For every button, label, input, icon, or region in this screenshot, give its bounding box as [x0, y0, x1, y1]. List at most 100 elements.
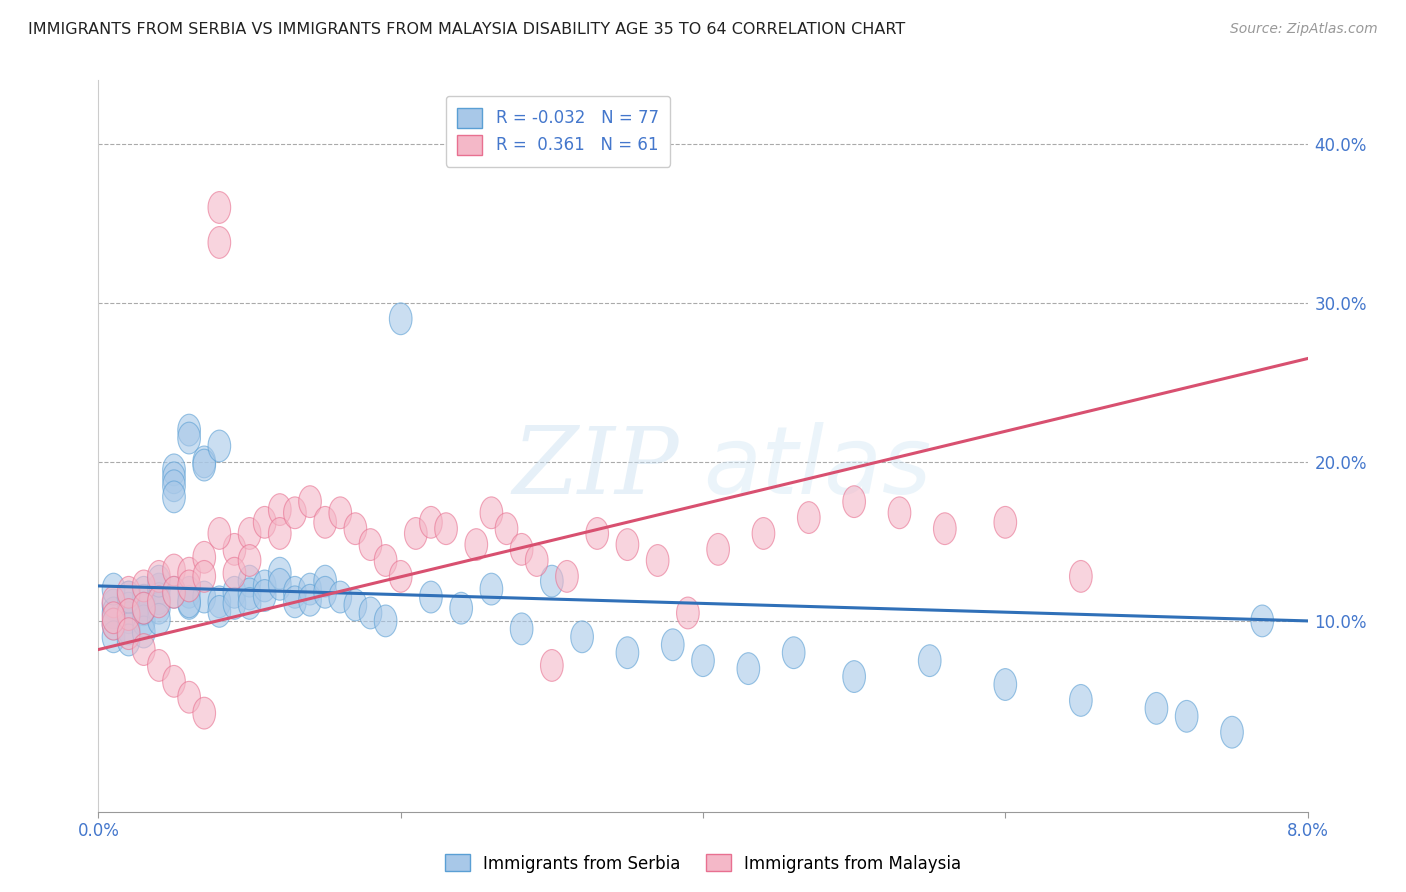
Text: IMMIGRANTS FROM SERBIA VS IMMIGRANTS FROM MALAYSIA DISABILITY AGE 35 TO 64 CORRE: IMMIGRANTS FROM SERBIA VS IMMIGRANTS FRO…	[28, 22, 905, 37]
Ellipse shape	[253, 570, 276, 602]
Ellipse shape	[163, 576, 186, 608]
Ellipse shape	[163, 481, 186, 513]
Ellipse shape	[224, 533, 246, 566]
Ellipse shape	[344, 589, 367, 621]
Ellipse shape	[314, 566, 336, 597]
Ellipse shape	[782, 637, 806, 669]
Ellipse shape	[374, 545, 396, 576]
Ellipse shape	[193, 450, 215, 481]
Ellipse shape	[495, 513, 517, 545]
Ellipse shape	[359, 529, 382, 560]
Ellipse shape	[163, 554, 186, 586]
Ellipse shape	[224, 558, 246, 589]
Ellipse shape	[419, 582, 443, 613]
Ellipse shape	[177, 414, 201, 446]
Ellipse shape	[284, 586, 307, 618]
Ellipse shape	[842, 486, 866, 517]
Ellipse shape	[555, 560, 578, 592]
Ellipse shape	[103, 602, 125, 633]
Ellipse shape	[117, 576, 141, 608]
Ellipse shape	[193, 698, 215, 729]
Ellipse shape	[132, 633, 155, 665]
Ellipse shape	[238, 545, 262, 576]
Ellipse shape	[934, 513, 956, 545]
Ellipse shape	[479, 497, 503, 529]
Ellipse shape	[238, 517, 262, 549]
Ellipse shape	[419, 507, 443, 538]
Ellipse shape	[479, 574, 503, 605]
Ellipse shape	[298, 486, 322, 517]
Ellipse shape	[314, 576, 336, 608]
Ellipse shape	[526, 545, 548, 576]
Ellipse shape	[298, 574, 322, 605]
Ellipse shape	[208, 586, 231, 618]
Ellipse shape	[797, 501, 820, 533]
Ellipse shape	[842, 661, 866, 692]
Ellipse shape	[193, 446, 215, 478]
Ellipse shape	[238, 566, 262, 597]
Ellipse shape	[269, 568, 291, 600]
Ellipse shape	[148, 586, 170, 618]
Ellipse shape	[889, 497, 911, 529]
Ellipse shape	[117, 599, 141, 631]
Ellipse shape	[148, 560, 170, 592]
Text: Source: ZipAtlas.com: Source: ZipAtlas.com	[1230, 22, 1378, 37]
Ellipse shape	[177, 588, 201, 619]
Ellipse shape	[163, 454, 186, 486]
Ellipse shape	[450, 592, 472, 624]
Ellipse shape	[117, 602, 141, 633]
Ellipse shape	[329, 582, 352, 613]
Ellipse shape	[177, 422, 201, 454]
Ellipse shape	[616, 529, 638, 560]
Ellipse shape	[148, 592, 170, 624]
Ellipse shape	[208, 596, 231, 627]
Ellipse shape	[269, 558, 291, 589]
Legend: R = -0.032   N = 77, R =  0.361   N = 61: R = -0.032 N = 77, R = 0.361 N = 61	[446, 96, 671, 167]
Ellipse shape	[177, 576, 201, 608]
Ellipse shape	[117, 582, 141, 613]
Ellipse shape	[148, 649, 170, 681]
Ellipse shape	[298, 584, 322, 616]
Ellipse shape	[163, 470, 186, 501]
Ellipse shape	[389, 303, 412, 334]
Ellipse shape	[571, 621, 593, 653]
Ellipse shape	[117, 582, 141, 613]
Ellipse shape	[1220, 716, 1243, 748]
Ellipse shape	[253, 507, 276, 538]
Ellipse shape	[148, 582, 170, 615]
Ellipse shape	[148, 566, 170, 597]
Ellipse shape	[163, 576, 186, 608]
Ellipse shape	[253, 580, 276, 611]
Ellipse shape	[103, 608, 125, 640]
Text: ZIP: ZIP	[512, 423, 679, 513]
Ellipse shape	[148, 574, 170, 605]
Ellipse shape	[177, 570, 201, 602]
Ellipse shape	[103, 586, 125, 618]
Ellipse shape	[117, 592, 141, 624]
Ellipse shape	[540, 566, 564, 597]
Ellipse shape	[586, 517, 609, 549]
Ellipse shape	[707, 533, 730, 566]
Ellipse shape	[224, 576, 246, 608]
Ellipse shape	[752, 517, 775, 549]
Ellipse shape	[1144, 692, 1168, 724]
Ellipse shape	[103, 574, 125, 605]
Ellipse shape	[132, 576, 155, 608]
Ellipse shape	[344, 513, 367, 545]
Ellipse shape	[238, 588, 262, 619]
Ellipse shape	[103, 621, 125, 653]
Ellipse shape	[661, 629, 685, 661]
Ellipse shape	[163, 665, 186, 698]
Ellipse shape	[132, 592, 155, 624]
Ellipse shape	[510, 613, 533, 645]
Ellipse shape	[103, 589, 125, 621]
Ellipse shape	[616, 637, 638, 669]
Ellipse shape	[405, 517, 427, 549]
Text: atlas: atlas	[703, 423, 931, 514]
Ellipse shape	[994, 669, 1017, 700]
Ellipse shape	[1070, 684, 1092, 716]
Ellipse shape	[510, 533, 533, 566]
Ellipse shape	[132, 616, 155, 648]
Ellipse shape	[269, 493, 291, 525]
Ellipse shape	[103, 608, 125, 640]
